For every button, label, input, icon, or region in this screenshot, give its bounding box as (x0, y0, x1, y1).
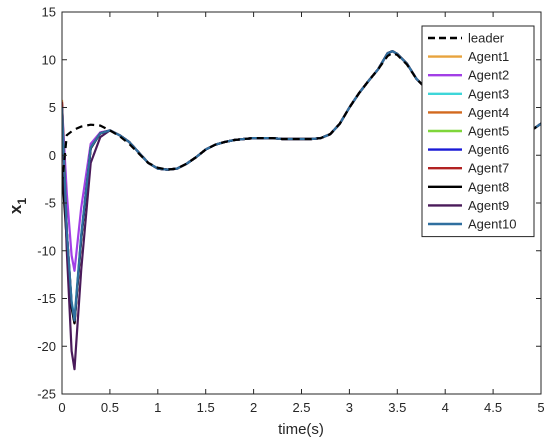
legend-item-label: Agent6 (468, 142, 509, 157)
y-axis-label: x1 (6, 198, 29, 214)
x-axis-ticks: 0 0.5 1 1.5 2 2.5 3 3.5 4 4.5 5 (58, 12, 545, 415)
legend-item-label: Agent5 (468, 124, 509, 139)
y-axis-label-main: x (6, 204, 25, 214)
series-line-leader (62, 51, 541, 185)
x-tick-label: 3.5 (388, 400, 406, 415)
y-tick-label: -5 (44, 196, 56, 211)
legend-item-label: Agent3 (468, 86, 509, 101)
x-tick-label: 4.5 (484, 400, 502, 415)
x-tick-label: 0.5 (101, 400, 119, 415)
x-tick-label: 1.5 (197, 400, 215, 415)
legend-item-label: Agent4 (468, 105, 509, 120)
y-tick-label: 15 (42, 5, 56, 20)
y-tick-label: 10 (42, 52, 56, 67)
y-axis-label-subscript: 1 (15, 198, 29, 205)
legend-item-label: Agent9 (468, 198, 509, 213)
legend: leader Agent1 Agent2 Agent3 Agent4 Agent5 Agen… (421, 25, 535, 238)
legend-item-label: Agent8 (468, 179, 509, 194)
legend-item-label: Agent10 (468, 217, 516, 232)
x-tick-label: 4 (442, 400, 449, 415)
y-axis-ticks: -25 -20 -15 -10 -5 0 5 10 15 (37, 5, 541, 402)
legend-item-label: Agent2 (468, 68, 509, 83)
y-tick-label: -15 (37, 291, 56, 306)
x-tick-label: 5 (537, 400, 544, 415)
y-tick-label: 5 (49, 100, 56, 115)
x-tick-label: 1 (154, 400, 161, 415)
y-tick-label: -25 (37, 387, 56, 402)
y-tick-label: 0 (49, 148, 56, 163)
x-tick-label: 2 (250, 400, 257, 415)
y-tick-label: -20 (37, 339, 56, 354)
y-tick-label: -10 (37, 243, 56, 258)
x-tick-label: 2.5 (292, 400, 310, 415)
x-axis-label: time(s) (278, 421, 324, 438)
legend-item-label: Agent7 (468, 161, 509, 176)
legend-item-label: Agent1 (468, 49, 509, 64)
x-tick-label: 0 (58, 400, 65, 415)
legend-item-label: leader (468, 31, 505, 46)
x-tick-label: 3 (346, 400, 353, 415)
